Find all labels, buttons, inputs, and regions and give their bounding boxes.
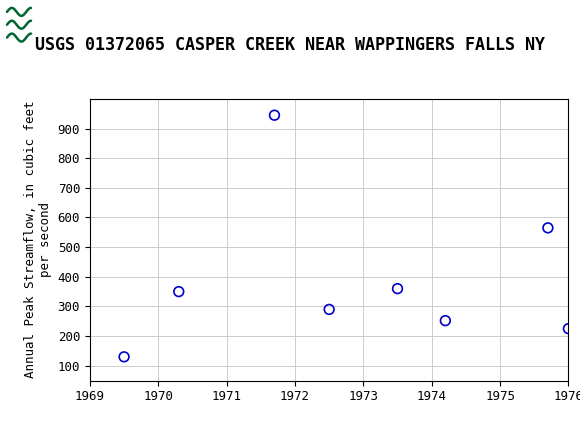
Text: USGS 01372065 CASPER CREEK NEAR WAPPINGERS FALLS NY: USGS 01372065 CASPER CREEK NEAR WAPPINGE… [35, 36, 545, 54]
Point [270, 112, 279, 119]
Point [324, 306, 334, 313]
Point [174, 288, 183, 295]
Point [393, 285, 402, 292]
Text: USGS: USGS [68, 11, 153, 39]
Point [543, 224, 553, 231]
Point [441, 317, 450, 324]
Point [119, 353, 129, 360]
FancyBboxPatch shape [5, 4, 63, 46]
Point [564, 325, 573, 332]
Y-axis label: Annual Peak Streamflow, in cubic feet
per second: Annual Peak Streamflow, in cubic feet pe… [24, 101, 52, 378]
